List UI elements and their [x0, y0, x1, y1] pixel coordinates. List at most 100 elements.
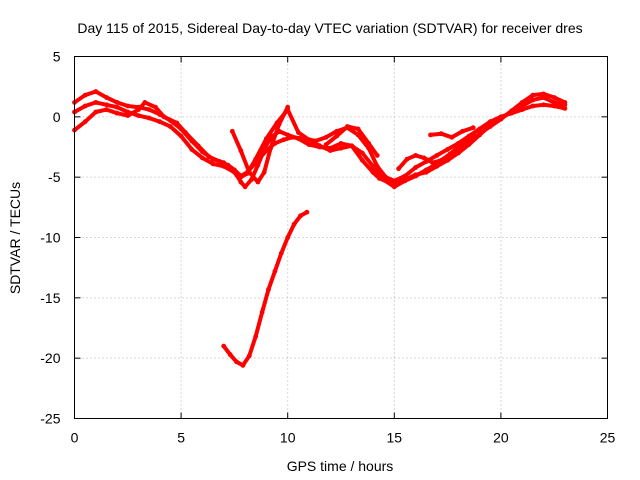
data-point [519, 100, 525, 105]
data-point [413, 165, 418, 170]
data-point [238, 148, 244, 154]
data-point [146, 115, 152, 121]
data-point [423, 167, 429, 173]
data-point [227, 352, 233, 357]
data-point [264, 136, 269, 142]
data-point [93, 100, 99, 105]
data-point [296, 130, 301, 135]
chart-title: Day 115 of 2015, Sidereal Day-to-day VTE… [77, 20, 582, 36]
data-point [519, 107, 525, 112]
data-point [323, 134, 329, 140]
data-point [136, 113, 141, 118]
x-tick-label: 25 [600, 430, 616, 446]
data-point [189, 147, 195, 152]
data-point [449, 134, 455, 140]
data-point [104, 107, 109, 112]
data-point [157, 119, 163, 125]
series-line-track-e [230, 105, 290, 184]
x-axis-label: GPS time / hours [287, 458, 394, 474]
data-point [498, 114, 504, 120]
data-point [114, 110, 120, 116]
data-point [334, 133, 340, 139]
data-point [93, 109, 99, 115]
y-tick-label: -25 [40, 411, 60, 427]
series-line-track-c [72, 100, 567, 183]
data-point [345, 124, 350, 129]
x-tick-label: 10 [280, 430, 296, 446]
data-point [327, 148, 333, 154]
data-point [374, 163, 380, 169]
data-point [255, 179, 261, 185]
data-point [200, 155, 205, 161]
data-point [240, 363, 246, 368]
data-point [225, 162, 231, 168]
data-point [317, 143, 323, 149]
data-point [125, 113, 131, 118]
data-point [210, 161, 216, 167]
data-point [168, 124, 173, 129]
data-point [161, 114, 167, 120]
data-point [359, 157, 365, 163]
x-tick-label: 15 [387, 430, 403, 446]
y-tick-label: -5 [48, 169, 61, 185]
data-point [551, 95, 557, 100]
data-point [438, 157, 444, 163]
data-point [413, 153, 418, 158]
data-point [313, 138, 318, 144]
y-tick-label: -20 [40, 350, 60, 366]
data-point [246, 353, 252, 359]
data-point [276, 121, 282, 127]
data-point [338, 141, 344, 146]
data-point [242, 184, 248, 190]
y-tick-label: 0 [53, 109, 61, 125]
data-point [455, 144, 461, 150]
data-point [142, 100, 148, 105]
data-point [460, 128, 465, 134]
data-point [391, 178, 397, 184]
data-point [82, 119, 88, 125]
data-point [174, 120, 180, 126]
data-point [434, 153, 440, 158]
data-point [383, 174, 389, 180]
data-point [438, 131, 444, 137]
data-point [246, 169, 252, 175]
data-point [464, 137, 470, 143]
data-point [229, 128, 235, 134]
data-point [477, 126, 482, 132]
data-point [355, 126, 361, 132]
data-point [234, 359, 239, 365]
data-point [272, 268, 278, 274]
data-point [206, 154, 212, 160]
data-point [221, 343, 227, 349]
data-point [259, 309, 265, 315]
x-axis: 0 5 10 15 20 25 [71, 56, 616, 446]
data-point [125, 103, 131, 109]
y-tick-label: -15 [40, 290, 60, 306]
data-point [306, 142, 312, 148]
data-point [551, 100, 557, 105]
series-line-track-g [396, 134, 478, 171]
data-point [93, 89, 99, 94]
data-point [413, 173, 418, 179]
y-tick-label: -10 [40, 230, 60, 246]
x-tick-label: 0 [71, 430, 79, 446]
data-point [183, 130, 188, 135]
data-point [253, 334, 259, 339]
data-point [302, 136, 308, 142]
data-point [323, 142, 329, 148]
data-point [541, 91, 546, 97]
data-point [447, 151, 453, 157]
data-point [281, 137, 286, 143]
data-point [551, 103, 557, 109]
data-point [562, 106, 568, 111]
data-point [298, 213, 303, 219]
data-point [530, 97, 536, 103]
data-point [304, 209, 310, 215]
data-point [541, 102, 546, 108]
data-point [402, 173, 408, 179]
data-point [477, 131, 482, 137]
data-point [285, 235, 291, 240]
data-point [136, 107, 141, 112]
data-point [374, 153, 380, 158]
